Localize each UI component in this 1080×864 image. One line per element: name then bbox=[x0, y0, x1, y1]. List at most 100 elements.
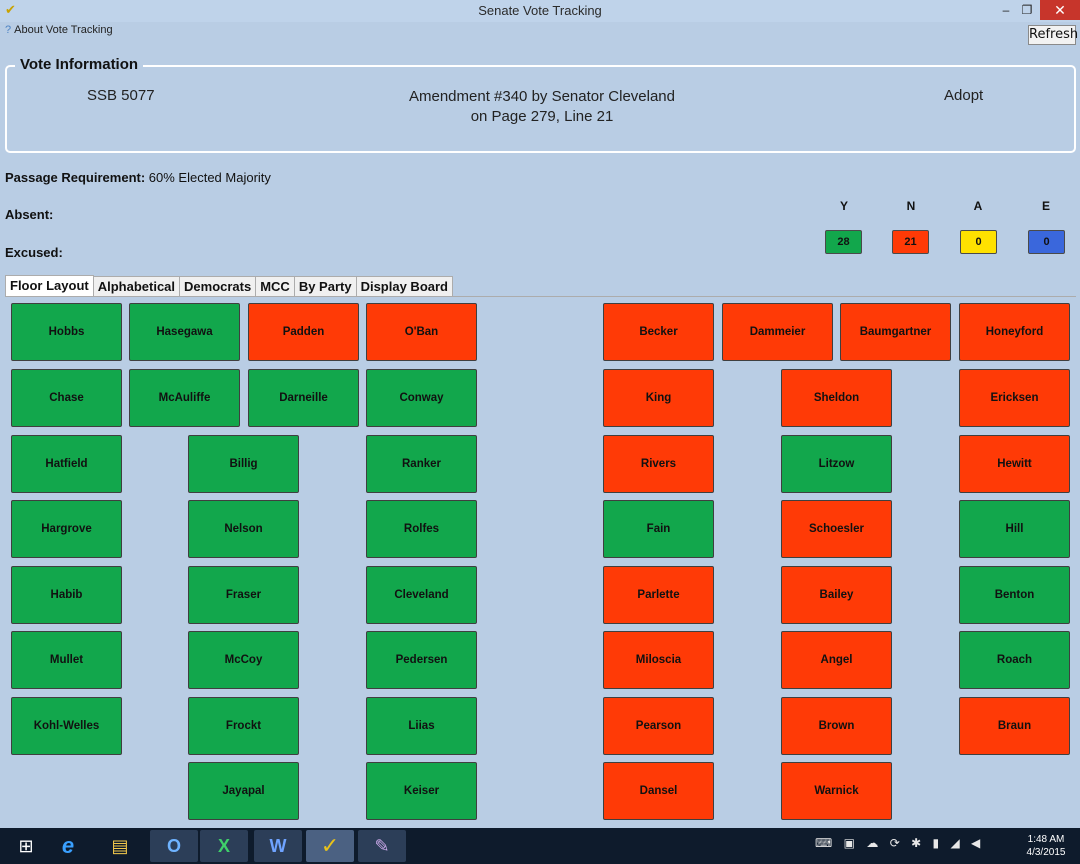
paint-icon[interactable]: ✎ bbox=[358, 830, 406, 862]
tab-alphabetical[interactable]: Alphabetical bbox=[93, 276, 181, 297]
seat-button[interactable]: King bbox=[603, 369, 714, 427]
title-bar: ✔ Senate Vote Tracking – ❐ ✕ bbox=[0, 0, 1080, 22]
tab-floor-layout[interactable]: Floor Layout bbox=[5, 275, 94, 297]
outlook-icon[interactable]: O bbox=[150, 830, 198, 862]
seat-button[interactable]: Baumgartner bbox=[840, 303, 951, 361]
battery-icon[interactable]: ▮ bbox=[932, 836, 944, 850]
start-icon[interactable]: ⊞ bbox=[18, 836, 34, 856]
seat-button[interactable]: Hobbs bbox=[11, 303, 122, 361]
seat-button[interactable]: Schoesler bbox=[781, 500, 892, 558]
seat-button[interactable]: Fain bbox=[603, 500, 714, 558]
about-label: About Vote Tracking bbox=[14, 24, 113, 36]
nay-label: N bbox=[906, 199, 916, 213]
seat-button[interactable]: Hargrove bbox=[11, 500, 122, 558]
seat-button[interactable]: Hewitt bbox=[959, 435, 1070, 493]
file-explorer-icon[interactable]: ▤ bbox=[111, 836, 129, 856]
amendment-description: Amendment #340 by Senator Cleveland on P… bbox=[342, 87, 742, 127]
yea-count: 28 bbox=[825, 230, 862, 254]
internet-explorer-icon[interactable]: e bbox=[61, 833, 75, 858]
clock-date: 4/3/2015 bbox=[1026, 847, 1066, 858]
yea-label: Y bbox=[839, 199, 848, 213]
seat-button[interactable]: Miloscia bbox=[603, 631, 714, 689]
seat-button[interactable]: Honeyford bbox=[959, 303, 1070, 361]
close-button[interactable]: ✕ bbox=[1040, 0, 1080, 20]
seat-button[interactable]: Nelson bbox=[188, 500, 299, 558]
tab-mcc[interactable]: MCC bbox=[256, 276, 295, 297]
seat-button[interactable]: Darneille bbox=[248, 369, 359, 427]
seat-button[interactable]: Parlette bbox=[603, 566, 714, 624]
seat-button[interactable]: Ranker bbox=[366, 435, 477, 493]
refresh-button[interactable]: Refresh bbox=[1028, 25, 1078, 45]
seat-button[interactable]: Angel bbox=[781, 631, 892, 689]
volume-icon[interactable]: ◀ bbox=[971, 836, 985, 850]
seat-button[interactable]: Rolfes bbox=[366, 500, 477, 558]
seat-button[interactable]: Padden bbox=[248, 303, 359, 361]
seat-button[interactable]: McCoy bbox=[188, 631, 299, 689]
seat-button[interactable]: Roach bbox=[959, 631, 1070, 689]
clock-time: 1:48 AM bbox=[1027, 834, 1065, 845]
seat-button[interactable]: Kohl-Welles bbox=[11, 697, 122, 755]
seat-button[interactable]: Ericksen bbox=[959, 369, 1070, 427]
tab-democrats[interactable]: Democrats bbox=[180, 276, 257, 297]
amendment-line-1: Amendment #340 by Senator Cleveland bbox=[408, 88, 675, 105]
vote-information-legend: Vote Information bbox=[15, 56, 144, 73]
taskbar: ⊞ e ▤ O X W ✓ ✎ ⌨ ▣ ☁ ⟳ ✱ ▮ ◢ ◀ 1:48 AM … bbox=[0, 828, 1080, 864]
seat-button[interactable]: Conway bbox=[366, 369, 477, 427]
nay-count: 21 bbox=[892, 230, 929, 254]
vote-tracking-icon[interactable]: ✓ bbox=[306, 830, 354, 862]
seat-button[interactable]: Hill bbox=[959, 500, 1070, 558]
tab-by-party[interactable]: By Party bbox=[294, 276, 357, 297]
sync-icon[interactable]: ⟳ bbox=[889, 836, 904, 850]
seat-button[interactable]: Jayapal bbox=[188, 762, 299, 820]
passage-requirement-label: Passage Requirement: bbox=[5, 170, 146, 185]
seat-button[interactable]: Habib bbox=[11, 566, 122, 624]
seat-button[interactable]: Bailey bbox=[781, 566, 892, 624]
seat-button[interactable]: Pearson bbox=[603, 697, 714, 755]
view-tabs: Floor Layout Alphabetical Democrats MCC … bbox=[5, 275, 453, 297]
absent-label: Absent: bbox=[5, 207, 54, 222]
seat-button[interactable]: Keiser bbox=[366, 762, 477, 820]
excused-tally-label: E bbox=[1041, 199, 1050, 213]
system-clock[interactable]: 1:48 AM 4/3/2015 bbox=[1016, 833, 1076, 859]
seat-button[interactable]: Hatfield bbox=[11, 435, 122, 493]
notification-icon[interactable]: ▣ bbox=[843, 836, 860, 850]
seat-button[interactable]: Dansel bbox=[603, 762, 714, 820]
seat-button[interactable]: Dammeier bbox=[722, 303, 833, 361]
onedrive-icon[interactable]: ☁ bbox=[866, 836, 883, 850]
seat-button[interactable]: Rivers bbox=[603, 435, 714, 493]
system-tray: ⌨ ▣ ☁ ⟳ ✱ ▮ ◢ ◀ bbox=[815, 836, 984, 850]
about-link[interactable]: ? About Vote Tracking bbox=[5, 24, 113, 36]
motion: Adopt bbox=[944, 87, 984, 104]
seat-button[interactable]: Warnick bbox=[781, 762, 892, 820]
floor-layout-panel bbox=[5, 296, 1076, 826]
seat-button[interactable]: Becker bbox=[603, 303, 714, 361]
seat-button[interactable]: Frockt bbox=[188, 697, 299, 755]
help-icon: ? bbox=[5, 24, 12, 36]
excused-row: Excused: bbox=[5, 245, 63, 260]
seat-button[interactable]: Billig bbox=[188, 435, 299, 493]
seat-button[interactable]: Chase bbox=[11, 369, 122, 427]
seat-button[interactable]: Brown bbox=[781, 697, 892, 755]
network-icon[interactable]: ◢ bbox=[950, 836, 964, 850]
minimize-button[interactable]: – bbox=[1002, 3, 1010, 17]
seat-button[interactable]: Cleveland bbox=[366, 566, 477, 624]
restore-button[interactable]: ❐ bbox=[1021, 3, 1033, 17]
word-icon[interactable]: W bbox=[254, 830, 302, 862]
seat-button[interactable]: Fraser bbox=[188, 566, 299, 624]
bluetooth-icon[interactable]: ✱ bbox=[911, 836, 926, 850]
excel-icon[interactable]: X bbox=[200, 830, 248, 862]
seat-button[interactable]: Hasegawa bbox=[129, 303, 240, 361]
seat-button[interactable]: Liias bbox=[366, 697, 477, 755]
seat-button[interactable]: Braun bbox=[959, 697, 1070, 755]
seat-button[interactable]: Sheldon bbox=[781, 369, 892, 427]
vote-information-group: Vote Information SSB 5077 Amendment #340… bbox=[5, 56, 1076, 153]
seat-button[interactable]: Litzow bbox=[781, 435, 892, 493]
keyboard-icon[interactable]: ⌨ bbox=[815, 836, 837, 850]
checkmark-icon: ✔ bbox=[5, 2, 16, 17]
seat-button[interactable]: Benton bbox=[959, 566, 1070, 624]
seat-button[interactable]: Pedersen bbox=[366, 631, 477, 689]
seat-button[interactable]: Mullet bbox=[11, 631, 122, 689]
seat-button[interactable]: O'Ban bbox=[366, 303, 477, 361]
seat-button[interactable]: McAuliffe bbox=[129, 369, 240, 427]
tab-display-board[interactable]: Display Board bbox=[356, 276, 453, 297]
